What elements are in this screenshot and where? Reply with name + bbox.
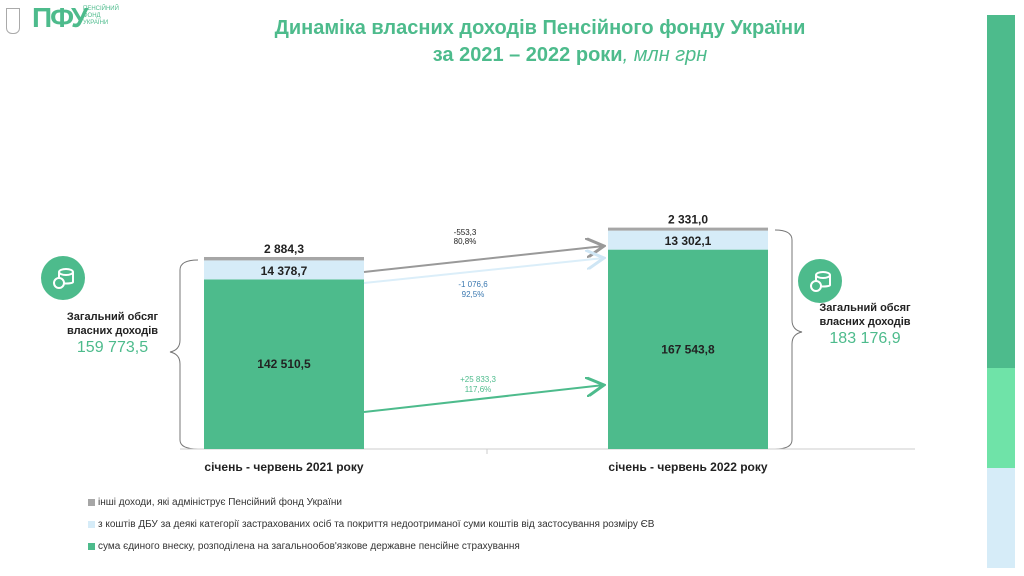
data-label: 13 302,1 <box>665 234 712 248</box>
bar-segment <box>608 249 768 449</box>
trident-icon <box>6 8 20 34</box>
category-label-2021: січень - червень 2021 року <box>204 460 363 474</box>
change-arrow-ev <box>363 385 604 413</box>
change-pct-dbu: 92,5% <box>462 290 485 299</box>
logo-subtext: ПЕНСІЙНИЙ ФОНД УКРАЇНИ <box>83 6 119 26</box>
title-line-1: Динаміка власних доходів Пенсійного фонд… <box>274 17 806 39</box>
change-arrow-dbu <box>363 258 604 284</box>
strip-lightgreen <box>987 368 1015 468</box>
bar-segment <box>608 230 768 250</box>
legend-swatch <box>88 498 95 506</box>
strip-green <box>987 15 1015 368</box>
bar-segment <box>204 279 364 449</box>
left-brace <box>169 259 199 450</box>
bar-segment <box>204 256 364 261</box>
data-label: 2 331,0 <box>668 213 708 227</box>
bar-segment <box>204 260 364 280</box>
logo: ПФУ <box>32 2 88 33</box>
legend-item-ev: сума єдиного внеску, розподілена на зага… <box>88 541 520 552</box>
category-label-2022: січень - червень 2022 року <box>608 460 767 474</box>
change-delta-dbu: -1 076,6 <box>458 280 488 289</box>
right-brace <box>774 229 803 450</box>
legend-item-dbu: з коштів ДБУ за деякі категорії застрахо… <box>88 519 654 530</box>
left-total-label: Загальний обсяг власних доходів <box>66 311 159 337</box>
data-label: 142 510,5 <box>257 357 311 371</box>
coins-icon <box>798 259 842 303</box>
bar-segment <box>608 227 768 231</box>
change-delta-ev: +25 833,3 <box>460 375 496 384</box>
right-total-label: Загальний обсяг власних доходів <box>819 302 911 328</box>
legend-swatch <box>88 520 95 528</box>
legend-item-other: інші доходи, які адмініструє Пенсійний ф… <box>88 497 342 508</box>
strip-blue <box>987 468 1015 568</box>
coins-icon <box>41 256 85 300</box>
data-label: 14 378,7 <box>261 264 308 278</box>
change-pct-ev: 117,6% <box>465 385 492 394</box>
legend-swatch <box>88 542 95 550</box>
right-total-value: 183 176,9 <box>829 330 901 347</box>
change-pct-other: 80,8% <box>454 237 477 246</box>
data-label: 2 884,3 <box>264 242 304 256</box>
change-delta-other: -553,3 <box>454 228 477 237</box>
data-label: 167 543,8 <box>661 342 715 356</box>
title-line-2: за 2021 – 2022 роки, млн грн <box>432 44 708 66</box>
left-total-value: 159 773,5 <box>76 339 149 356</box>
change-arrow-other <box>363 246 604 273</box>
